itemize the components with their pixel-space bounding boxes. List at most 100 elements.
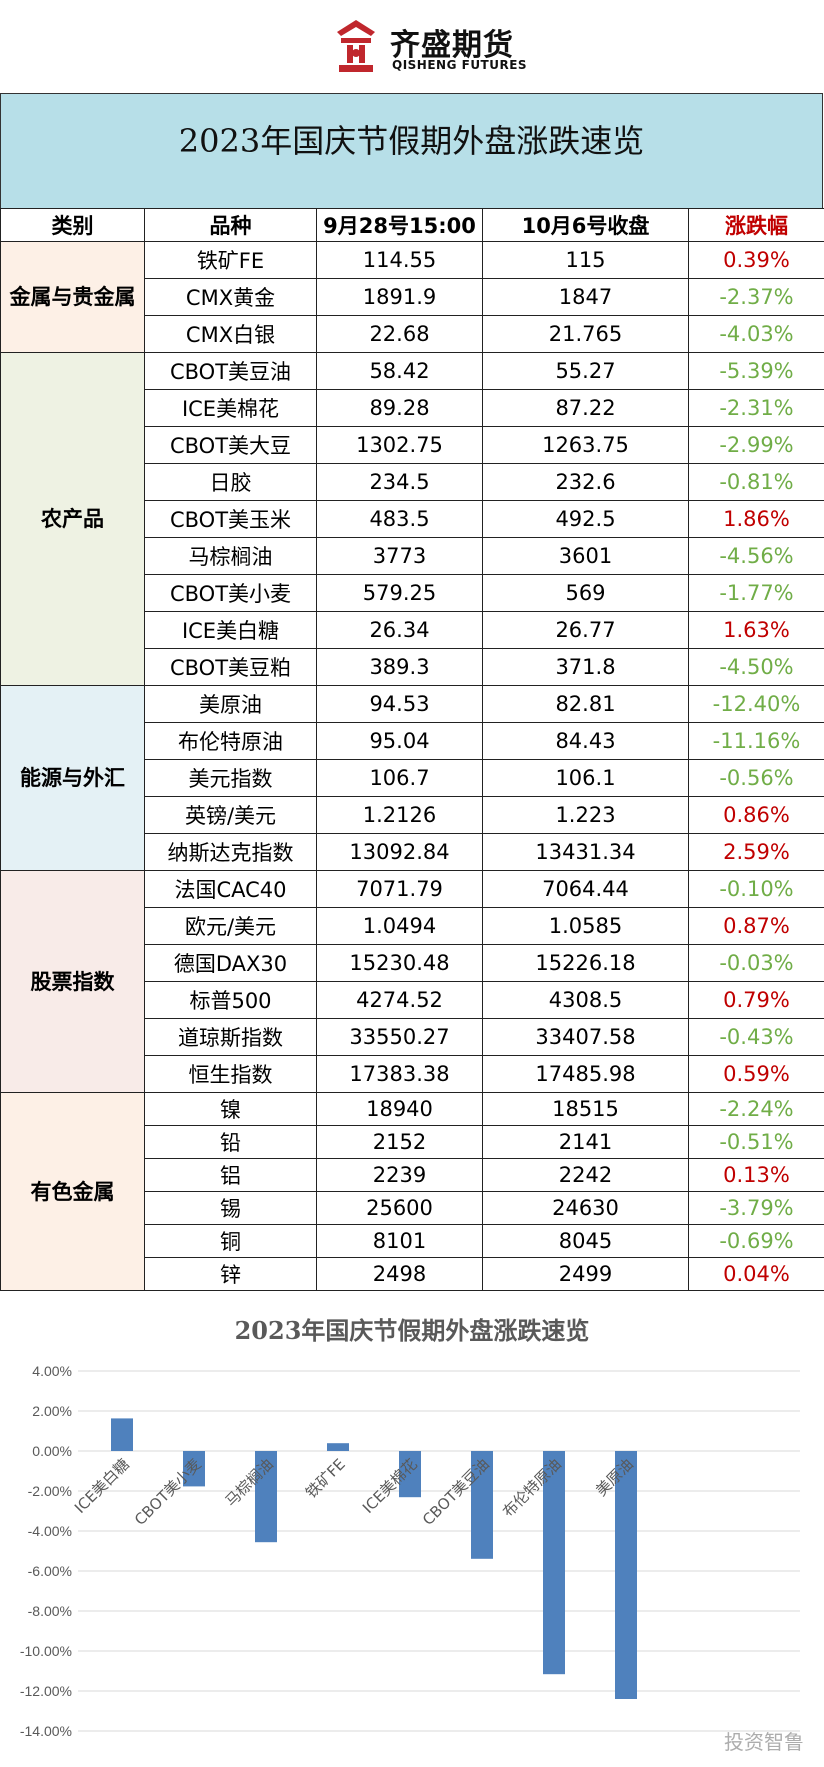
product-cell: CBOT美小麦 <box>144 574 317 612</box>
title-banner: 2023年国庆节假期外盘涨跌速览 <box>0 93 823 209</box>
before-price-cell: 1891.9 <box>316 278 483 316</box>
y-tick-label: -14.00% <box>20 1723 72 1739</box>
table-row: 有色金属镍 18940 18515 -2.24% <box>0 1092 824 1291</box>
change-cell: 0.04% <box>688 1257 824 1291</box>
watermark-text: 投资智鲁 <box>724 1730 804 1754</box>
before-price-cell: 17383.38 <box>316 1055 483 1093</box>
before-price-cell: 1302.75 <box>316 426 483 464</box>
y-tick-label: 2.00% <box>32 1403 72 1419</box>
table-row: 股票指数 法国CAC40 7071.79 7064.44 -0.10% <box>0 870 824 1093</box>
product-cell: 锌 <box>144 1257 317 1291</box>
before-price-cell: 58.42 <box>316 352 483 390</box>
product-cell: CMX白银 <box>144 315 317 353</box>
change-cell: -0.51% <box>688 1125 824 1159</box>
change-cell: 0.79% <box>688 981 824 1019</box>
after-price-cell: 2141 <box>482 1125 689 1159</box>
product-cell: 马棕榈油 <box>144 537 317 575</box>
after-price-cell: 24630 <box>482 1191 689 1225</box>
after-price-cell: 569 <box>482 574 689 612</box>
change-cell: -2.99% <box>688 426 824 464</box>
y-tick-label: -4.00% <box>28 1523 72 1539</box>
page-title: 2023年国庆节假期外盘涨跌速览 <box>178 122 645 160</box>
change-cell: -0.03% <box>688 944 824 982</box>
before-price-cell: 25600 <box>316 1191 483 1225</box>
bar <box>543 1451 565 1675</box>
before-price-cell: 94.53 <box>316 685 483 723</box>
before-price-cell: 2152 <box>316 1125 483 1159</box>
change-cell: -11.16% <box>688 722 824 760</box>
bar <box>255 1451 277 1543</box>
product-cell: 欧元/美元 <box>144 907 317 945</box>
before-price-cell: 1.0494 <box>316 907 483 945</box>
after-price-cell: 18515 <box>482 1092 689 1126</box>
table-row: 道琼斯指数 33550.27 33407.58 -0.43% <box>1 1018 824 1056</box>
table-row: 德国DAX30 15230.48 15226.18 -0.03% <box>1 944 824 982</box>
table-row: 欧元/美元 1.0494 1.0585 0.87% <box>1 907 824 945</box>
change-cell: 2.59% <box>688 833 824 871</box>
table-row: 农产品 CBOT美豆油 58.42 55.27 -5.39% <box>0 352 824 686</box>
quote-table: 类别 品种 9月28号15:00 10月6号收盘 涨跌幅 金属与贵金属 铁矿FE 1… <box>0 208 824 1291</box>
product-cell: CMX黄金 <box>144 278 317 316</box>
table-row: 马棕榈油 3773 3601 -4.56% <box>1 537 824 575</box>
product-cell: ICE美白糖 <box>144 611 317 649</box>
after-price-cell: 3601 <box>482 537 689 575</box>
table-row: CMX白银 22.68 21.765 -4.03% <box>1 315 824 353</box>
product-cell: 标普500 <box>144 981 317 1019</box>
product-cell: 布伦特原油 <box>144 722 317 760</box>
product-cell: 纳斯达克指数 <box>144 833 317 871</box>
change-cell: 1.63% <box>688 611 824 649</box>
change-cell: -4.50% <box>688 648 824 686</box>
product-cell: CBOT美豆粕 <box>144 648 317 686</box>
before-price-cell: 33550.27 <box>316 1018 483 1056</box>
product-cell: 美元指数 <box>144 759 317 797</box>
after-price-cell: 232.6 <box>482 463 689 501</box>
after-price-cell: 1263.75 <box>482 426 689 464</box>
product-cell: 美原油 <box>144 685 317 723</box>
brand-name-en: QISHENG FUTURES <box>392 58 528 72</box>
before-price-cell: 106.7 <box>316 759 483 797</box>
after-price-cell: 55.27 <box>482 352 689 390</box>
product-cell: 镍 <box>144 1092 317 1126</box>
category-cell: 农产品 <box>0 352 145 686</box>
before-price-cell: 8101 <box>316 1224 483 1258</box>
after-price-cell: 2499 <box>482 1257 689 1291</box>
before-price-cell: 22.68 <box>316 315 483 353</box>
change-cell: 0.87% <box>688 907 824 945</box>
x-tick-label: 铁矿FE <box>302 1455 349 1502</box>
table-row: CBOT美玉米 483.5 492.5 1.86% <box>1 500 824 538</box>
change-cell: -3.79% <box>688 1191 824 1225</box>
before-price-cell: 114.55 <box>316 241 483 279</box>
change-chart: 2023年国庆节假期外盘涨跌速览 4.00% 2.00% 0.00% -2.00% -4… <box>0 1293 824 1767</box>
y-tick-label: -6.00% <box>28 1563 72 1579</box>
category-cell: 能源与外汇 <box>0 685 145 871</box>
before-price-cell: 7071.79 <box>316 870 483 908</box>
change-cell: -2.31% <box>688 389 824 427</box>
qisheng-logo-icon <box>337 20 375 72</box>
before-price-cell: 13092.84 <box>316 833 483 871</box>
product-cell: 铝 <box>144 1158 317 1192</box>
before-price-cell: 89.28 <box>316 389 483 427</box>
bar <box>471 1451 493 1559</box>
table-row: 锌 2498 2499 0.04% <box>1 1257 824 1291</box>
change-cell: -0.10% <box>688 870 824 908</box>
chart-plot: 4.00% 2.00% 0.00% -2.00% -4.00% -6.00% -8.00% -… <box>20 1363 800 1739</box>
change-cell: -2.37% <box>688 278 824 316</box>
after-price-cell: 4308.5 <box>482 981 689 1019</box>
product-cell: 道琼斯指数 <box>144 1018 317 1056</box>
change-cell: -0.69% <box>688 1224 824 1258</box>
table-row: 纳斯达克指数 13092.84 13431.34 2.59% <box>1 833 824 871</box>
table-row: 金属与贵金属 铁矿FE 114.55 115 0.39% <box>0 241 824 353</box>
after-price-cell: 106.1 <box>482 759 689 797</box>
change-cell: 1.86% <box>688 500 824 538</box>
table-row: 标普500 4274.52 4308.5 0.79% <box>1 981 824 1019</box>
y-tick-label: 4.00% <box>32 1363 72 1379</box>
before-price-cell: 2498 <box>316 1257 483 1291</box>
change-cell: 0.86% <box>688 796 824 834</box>
change-cell: -1.77% <box>688 574 824 612</box>
product-cell: 铁矿FE <box>144 241 317 279</box>
col-header-category: 类别 <box>0 208 145 242</box>
after-price-cell: 33407.58 <box>482 1018 689 1056</box>
y-tick-label: -8.00% <box>28 1603 72 1619</box>
after-price-cell: 1.0585 <box>482 907 689 945</box>
after-price-cell: 15226.18 <box>482 944 689 982</box>
